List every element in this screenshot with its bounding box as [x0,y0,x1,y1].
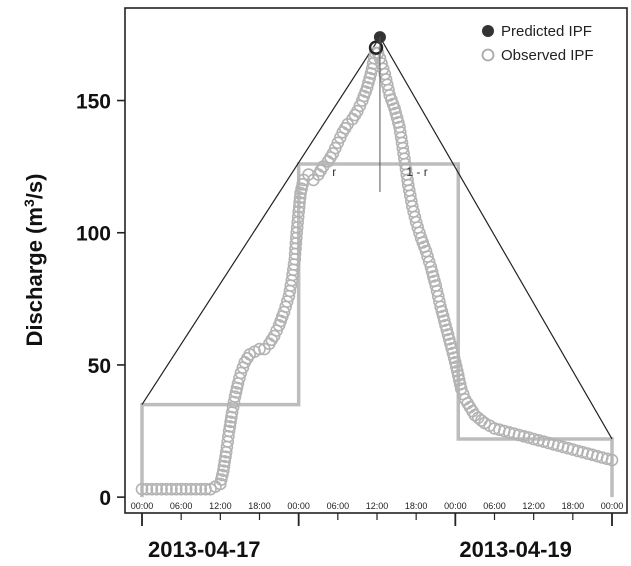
legend: Predicted IPF Observed IPF [481,23,594,64]
observed-point [291,210,305,224]
date-label-end: 2013-04-19 [459,537,572,562]
observed-point [189,482,203,496]
observed-ipf-peak-marker [368,40,384,55]
observed-point [451,369,465,382]
step-box-outline [140,162,614,498]
x-tick-label: 00:00 [601,501,624,511]
x-tick-label: 18:00 [248,501,271,511]
x-tick-label: 12:00 [366,501,389,511]
observed-point [454,382,468,396]
observed-point [441,328,455,341]
x-tick-label: 00:00 [131,501,154,511]
observed-point [155,482,168,496]
observed-point [446,346,460,360]
x-tick-label: 18:00 [405,501,428,511]
y-axis-label-tail: /s) [22,174,47,200]
x-tick-label: 12:00 [209,501,232,511]
triangle-line [141,35,613,440]
observed-point [425,265,439,279]
y-axis-label: Discharge (m3/s) [21,174,47,347]
legend-predicted-label: Predicted IPF [501,23,592,40]
observed-point [218,455,231,468]
observed-point [184,482,198,496]
observed-point [600,452,614,466]
observed-point [223,420,237,433]
step-boxes [140,162,614,498]
observed-point [436,309,450,323]
observed-point [217,459,231,473]
plot-frame [124,7,628,514]
date-label-start: 2013-04-17 [148,537,261,562]
y-tick-label: 100 [76,223,111,246]
x-tick-label: 06:00 [327,501,350,511]
observed-points [135,41,619,496]
x-tick-label: 00:00 [287,501,310,511]
observed-point [227,395,241,409]
x-tick-label: 12:00 [522,501,545,511]
x-tick-label: 18:00 [562,501,585,511]
observed-point [140,482,154,496]
triangle-lines [141,35,613,440]
observed-point [219,450,232,464]
annotations: r 1 - r [332,37,428,192]
observed-point [222,424,236,438]
y-axis-label-sup: 3 [21,199,37,207]
observed-point [605,453,619,467]
observed-point [293,191,307,204]
y-tick-label: 0 [99,487,111,510]
observed-point [292,200,306,214]
observed-point [292,205,306,218]
observed-point [217,464,230,478]
y-tick-label: 150 [76,91,111,114]
observed-point [253,342,266,356]
one-minus-r-label: 1 - r [406,165,427,179]
r-label: r [332,165,336,179]
observed-point [174,482,188,496]
observed-point [160,482,173,496]
observed-point [224,415,237,429]
y-axis-label-main: Discharge (m [22,207,47,346]
y-axis: 0 50 100 150 [76,91,125,510]
legend-predicted-marker [482,25,494,37]
legend-observed-marker [481,48,495,62]
observed-point [194,482,208,496]
x-tick-label: 06:00 [483,501,506,511]
observed-point [293,196,306,209]
observed-point [363,71,377,85]
observed-point [150,482,163,496]
observed-point [222,429,235,443]
observed-point [234,366,248,380]
observed-point [170,482,183,496]
observed-point [145,482,159,496]
y-tick-label: 50 [88,355,111,378]
x-tick-label: 06:00 [170,501,193,511]
observed-point [165,482,178,496]
legend-observed-label: Observed IPF [501,47,594,64]
observed-point [390,111,404,124]
x-tick-label: 00:00 [444,501,467,511]
observed-point [135,482,149,496]
x-axis: 00:00 06:00 12:00 18:00 00:00 06:00 12:00 18:00… [131,501,624,562]
observed-point [179,482,193,496]
